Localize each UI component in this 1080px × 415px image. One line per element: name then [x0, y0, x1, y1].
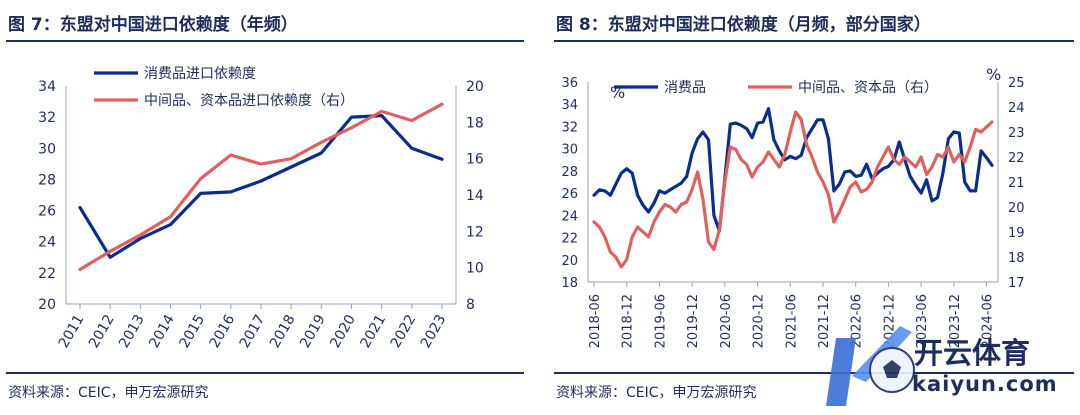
watermark-en-text: kaiyun.com	[912, 372, 1058, 396]
y-right-tick-label: 10	[466, 261, 484, 277]
watermark-k-stroke	[826, 338, 856, 406]
legend-label: 中间品、资本品（右）	[798, 80, 938, 96]
soccer-ball-patch	[883, 360, 901, 378]
x-tick-label: 2023-06	[915, 294, 930, 348]
legend-label: 消费品	[664, 80, 706, 96]
x-tick-label: 2012	[86, 312, 118, 351]
y-right-tick-label: 14	[466, 188, 484, 204]
figure-8-panel: 图 8：东盟对中国进口依赖度（月频，部分国家） 18 20 22 24 26 28 30 32…	[548, 0, 1080, 415]
y-right-tick-label: 16	[466, 152, 484, 168]
y-left-tick-label: 30	[38, 141, 56, 157]
x-tick-label: 2023-12	[948, 294, 963, 348]
x-tick-label: 2018	[267, 312, 299, 351]
title-rule	[6, 40, 524, 42]
figure-7-title: 图 7：东盟对中国进口依赖度（年频）	[8, 15, 298, 35]
y-right-tick-label: 18	[466, 115, 484, 131]
x-tick-label: 2022-06	[850, 294, 865, 348]
y-right-tick-label: 8	[466, 297, 475, 313]
y-right-tick-label: 18	[1008, 251, 1025, 266]
y-left-tick-label: 34	[38, 79, 56, 95]
series-line-secondary	[592, 110, 994, 269]
y-right-tick-label: 17	[1008, 276, 1025, 291]
x-tick-label: 2014	[146, 312, 178, 351]
x-tick-label: 2013	[116, 312, 148, 351]
y-right-tick-label: 20	[1008, 201, 1025, 216]
source-rule	[554, 372, 1074, 374]
title-rule	[554, 40, 1074, 42]
y-left-tick-label: 34	[561, 98, 578, 113]
legend-label: 消费品进口依赖度	[144, 66, 256, 82]
series-line-primary	[592, 107, 994, 233]
y-left-tick-label: 24	[561, 209, 578, 224]
y-right-tick-label: 22	[1008, 151, 1025, 166]
x-tick-label: 2023	[418, 312, 450, 351]
watermark-cn-text: 开云体育	[914, 336, 1031, 370]
y-left-tick-label: 28	[561, 165, 578, 180]
y-left-tick-label: 32	[561, 120, 578, 135]
x-tick-label: 2017	[237, 312, 269, 351]
y-right-tick-label: 12	[466, 224, 484, 240]
y-left-tick-label: 18	[561, 276, 578, 291]
x-tick-label: 2019-12	[686, 294, 701, 348]
x-tick-label: 2021-12	[817, 294, 832, 348]
y-left-tick-label: 26	[561, 187, 578, 202]
x-tick-label: 2022	[388, 312, 420, 351]
y-left-tick-label: 28	[38, 172, 56, 188]
y-left-tick-label: 24	[38, 235, 56, 251]
x-tick-label: 2011	[56, 312, 88, 351]
y-left-tick-label: 22	[561, 232, 578, 247]
series-line-secondary	[78, 102, 444, 272]
y-left-tick-label: 20	[38, 297, 56, 313]
y-right-tick-label: 20	[466, 79, 484, 95]
source-rule	[6, 372, 524, 374]
y-left-tick-label: 32	[38, 110, 56, 126]
x-tick-label: 2020-06	[719, 294, 734, 348]
x-tick-label: 2016	[207, 312, 239, 351]
x-tick-label: 2018-06	[588, 294, 603, 348]
x-tick-label: 2018-12	[621, 294, 636, 348]
monthly-dependency-chart: 18202224262830323436171819202122232425%%…	[561, 65, 1025, 348]
y-right-tick-label: 21	[1008, 176, 1025, 191]
x-tick-label: 2020-12	[752, 294, 767, 348]
x-tick-label: 2020	[327, 312, 359, 351]
y-left-tick-label: 22	[38, 266, 56, 282]
y-right-tick-label: 24	[1008, 101, 1025, 116]
figure-7-panel: 图 7：东盟对中国进口依赖度（年频） 20 22 24 26 28 30 32 34 8 10 12…	[0, 0, 530, 415]
y-right-unit-label: %	[986, 65, 1001, 84]
series-line-primary	[78, 113, 444, 259]
legend-label: 中间品、资本品进口依赖度（右）	[144, 93, 354, 109]
x-tick-label: 2019	[297, 312, 329, 351]
figure-8-source: 资料来源：CEIC，申万宏源研究	[556, 385, 757, 401]
y-left-tick-label: 20	[561, 254, 578, 269]
y-right-tick-label: 23	[1008, 126, 1025, 141]
x-tick-label: 2021	[357, 312, 389, 351]
annual-dependency-chart: 2022242628303234810121416182020112012201…	[38, 66, 484, 351]
x-tick-label: 2024-06	[981, 294, 996, 348]
watermark-logo	[826, 326, 915, 406]
y-left-tick-label: 30	[561, 143, 578, 158]
y-right-tick-label: 19	[1008, 226, 1025, 241]
y-left-tick-label: 36	[561, 76, 578, 91]
x-tick-label: 2019-06	[653, 294, 668, 348]
y-left-tick-label: 26	[38, 204, 56, 220]
x-tick-label: 2015	[176, 312, 208, 351]
x-tick-label: 2021-06	[784, 294, 799, 348]
figure-7-source: 资料来源：CEIC，申万宏源研究	[8, 385, 209, 401]
figure-8-title: 图 8：东盟对中国进口依赖度（月频，部分国家）	[556, 15, 931, 35]
y-right-tick-label: 25	[1008, 76, 1025, 91]
